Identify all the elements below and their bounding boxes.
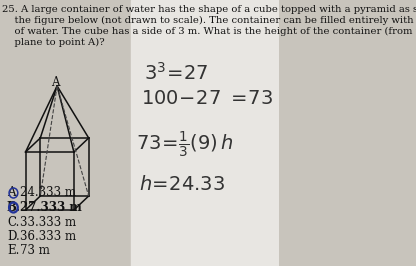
Text: 73 m: 73 m [20,244,50,257]
Text: $3^3\!=\!27$: $3^3\!=\!27$ [144,62,209,84]
Text: plane to point A)?: plane to point A)? [2,38,105,47]
Text: 24.333 m: 24.333 m [20,186,76,200]
Text: 25. A large container of water has the shape of a cube topped with a pyramid as : 25. A large container of water has the s… [2,5,416,14]
Text: $100\!-\!27\ =\!73$: $100\!-\!27\ =\!73$ [141,90,273,108]
Text: $h\!=\!24.33$: $h\!=\!24.33$ [139,175,225,194]
Text: $73\!=\!\frac{1}{3}(9)\,h$: $73\!=\!\frac{1}{3}(9)\,h$ [136,130,234,160]
Text: B.: B. [6,201,20,214]
Text: C.: C. [7,215,20,228]
Text: A: A [52,76,60,89]
Text: E.: E. [7,244,20,257]
Bar [131,0,280,266]
Text: 36.333 m: 36.333 m [20,230,76,243]
Text: 27.333 m: 27.333 m [20,201,82,214]
Text: D.: D. [7,230,20,243]
Text: A.: A. [7,186,20,200]
Text: 33.333 m: 33.333 m [20,215,76,228]
Text: of water. The cube has a side of 3 m. What is the height of the container (from : of water. The cube has a side of 3 m. Wh… [2,27,416,36]
Text: the figure below (not drawn to scale). The container can be filled entirely with: the figure below (not drawn to scale). T… [2,16,416,25]
